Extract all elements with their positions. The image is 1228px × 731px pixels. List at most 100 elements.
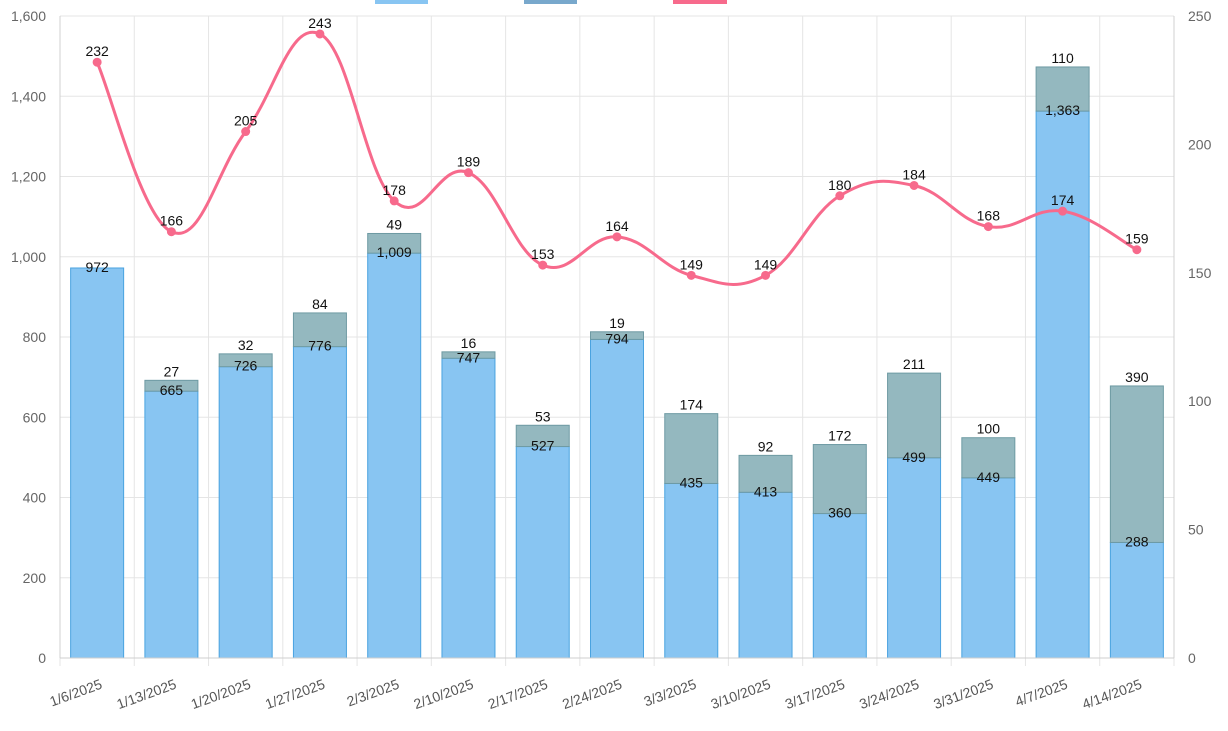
bar-value-label: 972 bbox=[85, 259, 109, 275]
data-labels: 972 665 726 776 1,009 747 527 794 435 413 360 499 44… bbox=[85, 15, 1148, 549]
x-tick-label: 2/3/2025 bbox=[345, 676, 402, 710]
line-point[interactable] bbox=[1058, 206, 1068, 216]
bar-segment-stacked[interactable] bbox=[1035, 66, 1090, 112]
bar-segment-stacked[interactable] bbox=[1109, 385, 1164, 543]
legend-swatch[interactable] bbox=[524, 0, 577, 4]
bar-value-label: 665 bbox=[160, 382, 184, 398]
bar-segment-base[interactable] bbox=[812, 513, 867, 659]
bar-segment-stacked[interactable] bbox=[738, 454, 793, 493]
bar-segment-stacked[interactable] bbox=[590, 331, 644, 340]
line-point[interactable] bbox=[761, 270, 771, 280]
bar-segment-base[interactable] bbox=[292, 346, 347, 659]
bar-segment-stacked[interactable] bbox=[367, 232, 422, 254]
bar-segment-base[interactable] bbox=[738, 491, 793, 659]
x-tick-label: 2/10/2025 bbox=[411, 676, 475, 712]
x-tick-label: 1/27/2025 bbox=[263, 676, 327, 712]
line-value-label: 159 bbox=[1125, 231, 1149, 247]
bar-segment-base[interactable] bbox=[441, 357, 496, 659]
bar-segment-base[interactable] bbox=[887, 457, 942, 659]
bar-segment-base[interactable] bbox=[961, 477, 1016, 659]
bar-segment-base[interactable] bbox=[367, 252, 422, 659]
bar-value-label: 527 bbox=[531, 438, 555, 454]
bar-segment-stacked[interactable] bbox=[144, 379, 199, 392]
bar-value-label: 413 bbox=[754, 483, 778, 499]
bar-value-label: 174 bbox=[680, 397, 704, 413]
bar-segment-base[interactable] bbox=[218, 366, 273, 659]
line-point[interactable] bbox=[909, 180, 919, 190]
legend-swatch[interactable] bbox=[673, 0, 727, 4]
bar-value-label: 726 bbox=[234, 358, 258, 374]
line-value-label: 232 bbox=[85, 43, 109, 59]
line-series bbox=[92, 29, 1142, 286]
line-value-label: 153 bbox=[531, 246, 555, 262]
line-point[interactable] bbox=[835, 191, 845, 201]
legend-swatch[interactable] bbox=[375, 0, 428, 4]
bar-segment-stacked[interactable] bbox=[664, 413, 719, 484]
x-tick-label: 3/31/2025 bbox=[931, 676, 995, 712]
y-right-tick-label: 200 bbox=[1188, 136, 1212, 152]
bar-value-label: 27 bbox=[164, 363, 180, 379]
line-value-label: 149 bbox=[680, 256, 704, 272]
bar-value-label: 360 bbox=[828, 505, 852, 521]
bar-segment-base[interactable] bbox=[664, 482, 719, 659]
line-point[interactable] bbox=[612, 232, 622, 242]
bar-segment-stacked[interactable] bbox=[961, 437, 1016, 479]
bar-value-label: 84 bbox=[312, 296, 328, 312]
y-left-tick-label: 1,200 bbox=[11, 169, 46, 185]
bar-value-label: 100 bbox=[977, 421, 1001, 437]
y-right-tick-label: 100 bbox=[1188, 393, 1212, 409]
bar-segment-base[interactable] bbox=[144, 390, 199, 659]
x-tick-label: 3/17/2025 bbox=[783, 676, 847, 712]
bar-value-label: 16 bbox=[461, 335, 477, 351]
line-value-label: 164 bbox=[605, 218, 629, 234]
y-left-tick-label: 1,600 bbox=[11, 8, 46, 24]
bar-segment-stacked[interactable] bbox=[292, 312, 347, 348]
line-point[interactable] bbox=[389, 196, 399, 206]
line-point[interactable] bbox=[166, 227, 176, 237]
x-tick-label: 4/14/2025 bbox=[1080, 676, 1144, 712]
y-right-tick-label: 0 bbox=[1188, 650, 1196, 666]
bar-value-label: 53 bbox=[535, 408, 551, 424]
line-point[interactable] bbox=[92, 57, 102, 67]
line-value-label: 174 bbox=[1051, 192, 1075, 208]
y-left-tick-label: 1,000 bbox=[11, 249, 46, 265]
x-tick-label: 3/10/2025 bbox=[709, 676, 773, 712]
bar-segment-stacked[interactable] bbox=[218, 353, 273, 368]
line-point[interactable] bbox=[1132, 245, 1142, 255]
line-value-label: 205 bbox=[234, 113, 258, 129]
line-point[interactable] bbox=[538, 260, 548, 270]
x-tick-label: 3/24/2025 bbox=[857, 676, 921, 712]
bar-value-label: 449 bbox=[977, 469, 1001, 485]
x-tick-label: 2/17/2025 bbox=[486, 676, 550, 712]
bar-segment-stacked[interactable] bbox=[515, 424, 570, 448]
line-point[interactable] bbox=[463, 168, 473, 178]
y-left-tick-label: 600 bbox=[23, 409, 47, 425]
line-point[interactable] bbox=[241, 127, 251, 137]
bar-segment-stacked[interactable] bbox=[812, 444, 867, 515]
legend[interactable] bbox=[375, 0, 727, 4]
bar-segment-base[interactable] bbox=[1109, 541, 1164, 659]
bar-segment-base[interactable] bbox=[70, 267, 125, 659]
y-left-tick-label: 400 bbox=[23, 490, 47, 506]
x-tick-label: 1/6/2025 bbox=[47, 676, 104, 710]
bar-segment-base[interactable] bbox=[590, 338, 644, 659]
bar-segment-stacked[interactable] bbox=[887, 372, 942, 459]
line-value-label: 180 bbox=[828, 177, 852, 193]
line-value-label: 243 bbox=[308, 15, 332, 31]
bar-value-label: 776 bbox=[308, 338, 332, 354]
y-left-tick-label: 1,400 bbox=[11, 88, 46, 104]
x-tick-label: 1/20/2025 bbox=[189, 676, 253, 712]
bar-segment-base[interactable] bbox=[515, 446, 570, 659]
bar-value-label: 92 bbox=[758, 438, 774, 454]
line-point[interactable] bbox=[983, 222, 993, 232]
y-right-tick-label: 50 bbox=[1188, 522, 1204, 538]
bar-series bbox=[70, 66, 1164, 659]
line-point[interactable] bbox=[686, 270, 696, 280]
bar-segment-base[interactable] bbox=[1035, 110, 1090, 659]
line-point[interactable] bbox=[315, 29, 325, 39]
line-value-label: 168 bbox=[977, 208, 1001, 224]
line-value-label: 178 bbox=[383, 182, 407, 198]
bar-segment-stacked[interactable] bbox=[441, 351, 496, 359]
y-right-tick-label: 150 bbox=[1188, 265, 1212, 281]
